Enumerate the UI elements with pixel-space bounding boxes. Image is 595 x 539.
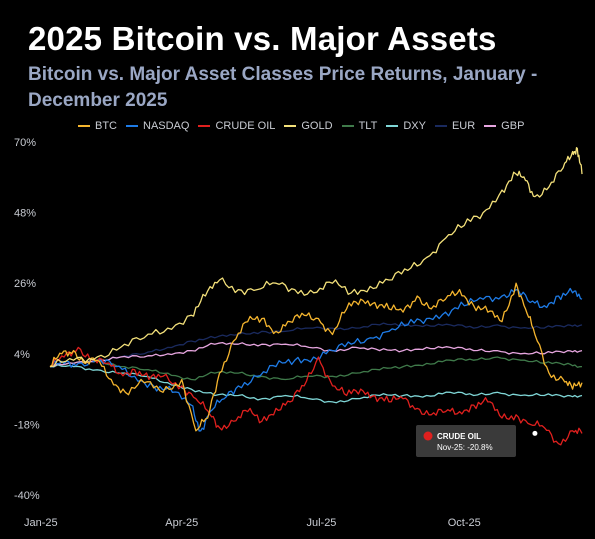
series-line-gbp: [49, 341, 583, 368]
legend-item-nasdaq: NASDAQ: [126, 120, 189, 132]
legend-item-eur: EUR: [434, 120, 476, 132]
y-axis-ticks: 70% 48% 26% 4% -18% -40%: [14, 137, 40, 502]
series-line-eur: [49, 322, 583, 368]
y-tick-label: 26%: [14, 278, 36, 290]
y-tick-label: 70%: [14, 137, 36, 149]
tooltip-series-label: CRUDE OIL: [437, 432, 481, 441]
x-tick-label: Apr-25: [165, 517, 198, 529]
series-line-nasdaq: [50, 287, 583, 432]
tooltip-value: Nov-25: -20.8%: [437, 443, 493, 452]
legend-label: GBP: [501, 120, 525, 132]
y-tick-label: 4%: [14, 349, 30, 361]
tooltip-box: [416, 425, 516, 457]
legend-swatch: [434, 125, 447, 127]
tooltip-point: [532, 430, 538, 436]
legend-label: CRUDE OIL: [215, 120, 276, 132]
series-line-tlt: [49, 356, 583, 381]
legend-item-btc: BTC: [78, 120, 117, 132]
series-line-crude-oil: [49, 346, 583, 446]
legend-label: EUR: [451, 120, 476, 132]
legend-swatch: [284, 125, 297, 127]
x-tick-label: Jul-25: [306, 517, 336, 529]
legend-label: NASDAQ: [143, 120, 190, 132]
chart-subtitle: Bitcoin vs. Major Asset Classes Price Re…: [28, 64, 538, 111]
series-line-dxy: [49, 364, 583, 404]
legend-swatch: [198, 125, 211, 127]
legend-swatch: [484, 125, 497, 127]
legend-swatch: [386, 125, 399, 127]
crude-oil-tooltip: CRUDE OIL Nov-25: -20.8%: [416, 425, 538, 457]
legend-swatch: [126, 125, 138, 127]
series-line-gold: [49, 147, 583, 368]
x-tick-label: Jan-25: [24, 517, 58, 529]
x-tick-label: Oct-25: [448, 517, 481, 529]
y-tick-label: -18%: [14, 419, 40, 431]
series-lines: [49, 147, 583, 446]
legend-item-gold: GOLD: [284, 120, 333, 132]
legend-item-crude-oil: CRUDE OIL: [198, 120, 275, 132]
x-axis-ticks: Jan-25 Apr-25 Jul-25 Oct-25: [24, 517, 481, 529]
legend-label: DXY: [403, 120, 426, 132]
chart-title: 2025 Bitcoin vs. Major Assets: [28, 20, 497, 57]
legend-label: BTC: [95, 120, 117, 132]
legend-item-tlt: TLT: [341, 120, 378, 132]
legend-item-dxy: DXY: [386, 120, 426, 132]
y-tick-label: 48%: [14, 208, 36, 220]
legend-item-gbp: GBP: [484, 120, 524, 132]
chart-legend: BTC NASDAQ CRUDE OIL GOLD TLT DXY EUR GBP: [78, 120, 524, 132]
legend-label: GOLD: [301, 120, 333, 132]
legend-swatch: [78, 125, 90, 127]
y-tick-label: -40%: [14, 490, 40, 502]
legend-swatch: [341, 125, 354, 127]
legend-label: TLT: [358, 120, 378, 132]
tooltip-marker: [423, 431, 433, 441]
series-line-btc: [49, 282, 583, 432]
